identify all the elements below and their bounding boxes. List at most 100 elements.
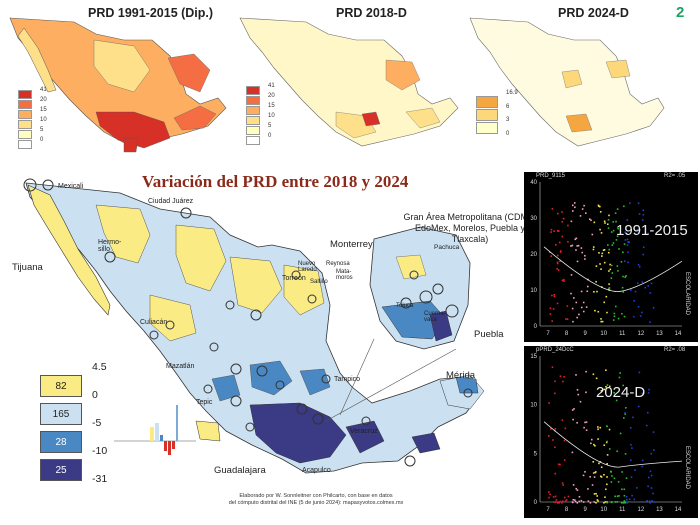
mini-map-2018: PRD 2018-D 41 20 15 10 5 0: [236, 0, 460, 158]
legend-swatch: [18, 140, 32, 149]
city-label: Mazatlán: [166, 363, 195, 370]
scatter-r2: R2= .08: [664, 347, 686, 353]
city-label: Cuerna-vaca: [424, 311, 446, 323]
legend-box: 82: [40, 375, 82, 397]
y-tick-label: 30: [530, 216, 537, 222]
city-label: Toluca: [396, 303, 414, 309]
y-tick-label: 5: [534, 451, 538, 457]
city-label: Ciudad Juárez: [148, 198, 194, 205]
mini-map-1991-2015: PRD 1991-2015 (Dip.) 41 20 15 10 5 0: [4, 0, 230, 158]
scatter-y-label: PRD_9115: [536, 173, 565, 179]
x-tick-label: 8: [565, 331, 569, 337]
legend-tick: 15: [40, 107, 47, 113]
legend-tick: 20: [268, 93, 275, 99]
mini-map-legend: 41 20 15 10 5 0: [246, 83, 286, 150]
credit-line: del cómputo distrital del INE (5 de juni…: [228, 500, 404, 506]
legend-tick: 0: [506, 131, 510, 137]
x-tick-label: 11: [619, 331, 626, 337]
y-tick-label: 20: [530, 252, 537, 258]
y-tick-label: 0: [534, 324, 538, 330]
scatter-period-label: 2024-D: [596, 384, 646, 401]
x-tick-label: 14: [675, 507, 682, 513]
legend-swatch: [18, 130, 32, 139]
x-tick-label: 12: [638, 331, 645, 337]
city-label: Tepic: [196, 399, 213, 406]
main-map-shape: [23, 178, 485, 474]
mini-map-title: PRD 1991-2015 (Dip.): [88, 6, 214, 20]
scatter-period-label: 1991-2015: [616, 222, 688, 239]
y-tick-label: 0: [534, 500, 538, 506]
credit-line: Elaborado por W. Sonnleitner con Philcar…: [239, 493, 393, 499]
legend-swatch: [18, 90, 32, 99]
legend-threshold: -5: [92, 417, 102, 429]
legend-tick: 15: [268, 103, 275, 109]
histogram: [114, 405, 196, 455]
city-label: Nuevo Laredo: [298, 261, 317, 273]
legend-tick: 16.9: [506, 90, 518, 96]
mini-map-2-shape: [239, 17, 459, 147]
mini-map-1-shape: [9, 17, 227, 153]
x-tick-label: 13: [656, 507, 663, 513]
y-tick-label: 10: [530, 403, 537, 409]
city-label: Hermo-sillo: [98, 239, 122, 253]
legend-tick: 5: [268, 123, 272, 129]
legend-tick: 0: [40, 137, 44, 143]
legend-tick: 20: [40, 97, 47, 103]
legend-tick: 41: [40, 87, 47, 93]
city-label: Mexicali: [58, 183, 84, 190]
main-map-panel: Variación del PRD entre 2018 y 2024 Gran…: [0, 165, 537, 525]
city-label: Mata-moros: [336, 269, 353, 281]
y-tick-label: 10: [530, 288, 537, 294]
legend-threshold: 0: [92, 389, 98, 401]
city-label: Monterrey: [330, 239, 373, 250]
page-number: 2: [676, 4, 685, 21]
scatter-plot-1991-2015: 40 30 20 10 0 7 8 9 10 11 12 13 14 PRD_9115 R2= .05 …: [524, 172, 698, 342]
scatter-x-label: ESCOLARIDAD: [684, 446, 690, 490]
x-tick-label: 8: [565, 507, 569, 513]
legend-swatch: [246, 106, 260, 115]
y-tick-label: 15: [530, 354, 537, 360]
legend-tick: 5: [40, 127, 44, 133]
city-label: Tampico: [334, 376, 361, 383]
city-label: Guadalajara: [214, 465, 266, 476]
x-tick-label: 9: [583, 507, 587, 513]
scatter-plot-2024: 15 10 5 0 7 8 9 10 11 12 13 14 pPRD_24DcC R2= .08 2…: [524, 346, 698, 518]
legend-swatch: [246, 126, 260, 135]
city-label: Acapulco: [302, 467, 331, 474]
mini-map-2024: PRD 2024-D 16.9 6 3 0: [466, 0, 666, 158]
mini-map-legend: 16.9 6 3 0: [476, 90, 524, 146]
x-tick-label: 12: [638, 507, 645, 513]
city-label: Saltillo: [310, 279, 328, 285]
legend-tick: 41: [268, 83, 275, 89]
x-tick-label: 13: [656, 331, 663, 337]
legend-swatch: [246, 136, 260, 145]
legend-tick: 0: [268, 133, 272, 139]
legend-swatch: [476, 122, 498, 134]
gam-inset-title: Gran Área Metropolitana (CDMX, EdoMex, M…: [403, 212, 537, 244]
mini-map-title: PRD 2018-D: [336, 6, 407, 20]
city-label: Reynosa: [326, 261, 350, 267]
legend-swatch: [246, 116, 260, 125]
x-tick-label: 10: [600, 331, 607, 337]
legend-tick: 10: [268, 113, 275, 119]
legend-tick: 6: [506, 104, 510, 110]
scatter-plot-canvas: 15 10 5 0 7 8 9 10 11 12 13 14: [530, 354, 683, 513]
legend-box: 165: [40, 403, 82, 425]
x-tick-label: 11: [619, 507, 626, 513]
scatter-x-label: ESCOLARIDAD: [684, 272, 690, 316]
legend-swatch: [246, 86, 260, 95]
main-map-title: Variación del PRD entre 2018 y 2024: [142, 172, 409, 191]
city-label: Torreón: [282, 275, 306, 282]
city-label: Tijuana: [12, 262, 43, 273]
legend-swatch: [476, 96, 498, 108]
mini-map-title: PRD 2024-D: [558, 6, 629, 20]
legend-box: 28: [40, 431, 82, 453]
mini-map-legend: 41 20 15 10 5 0: [18, 87, 58, 154]
x-tick-label: 7: [546, 507, 550, 513]
city-label: Veracruz: [350, 428, 378, 435]
scatter-plot-canvas: 40 30 20 10 0 7 8 9 10 11 12 13 14: [530, 180, 683, 337]
city-label: Puebla: [474, 329, 504, 340]
legend-threshold: -10: [92, 445, 108, 457]
scatter-r2: R2= .05: [664, 173, 686, 179]
legend-swatch: [18, 110, 32, 119]
